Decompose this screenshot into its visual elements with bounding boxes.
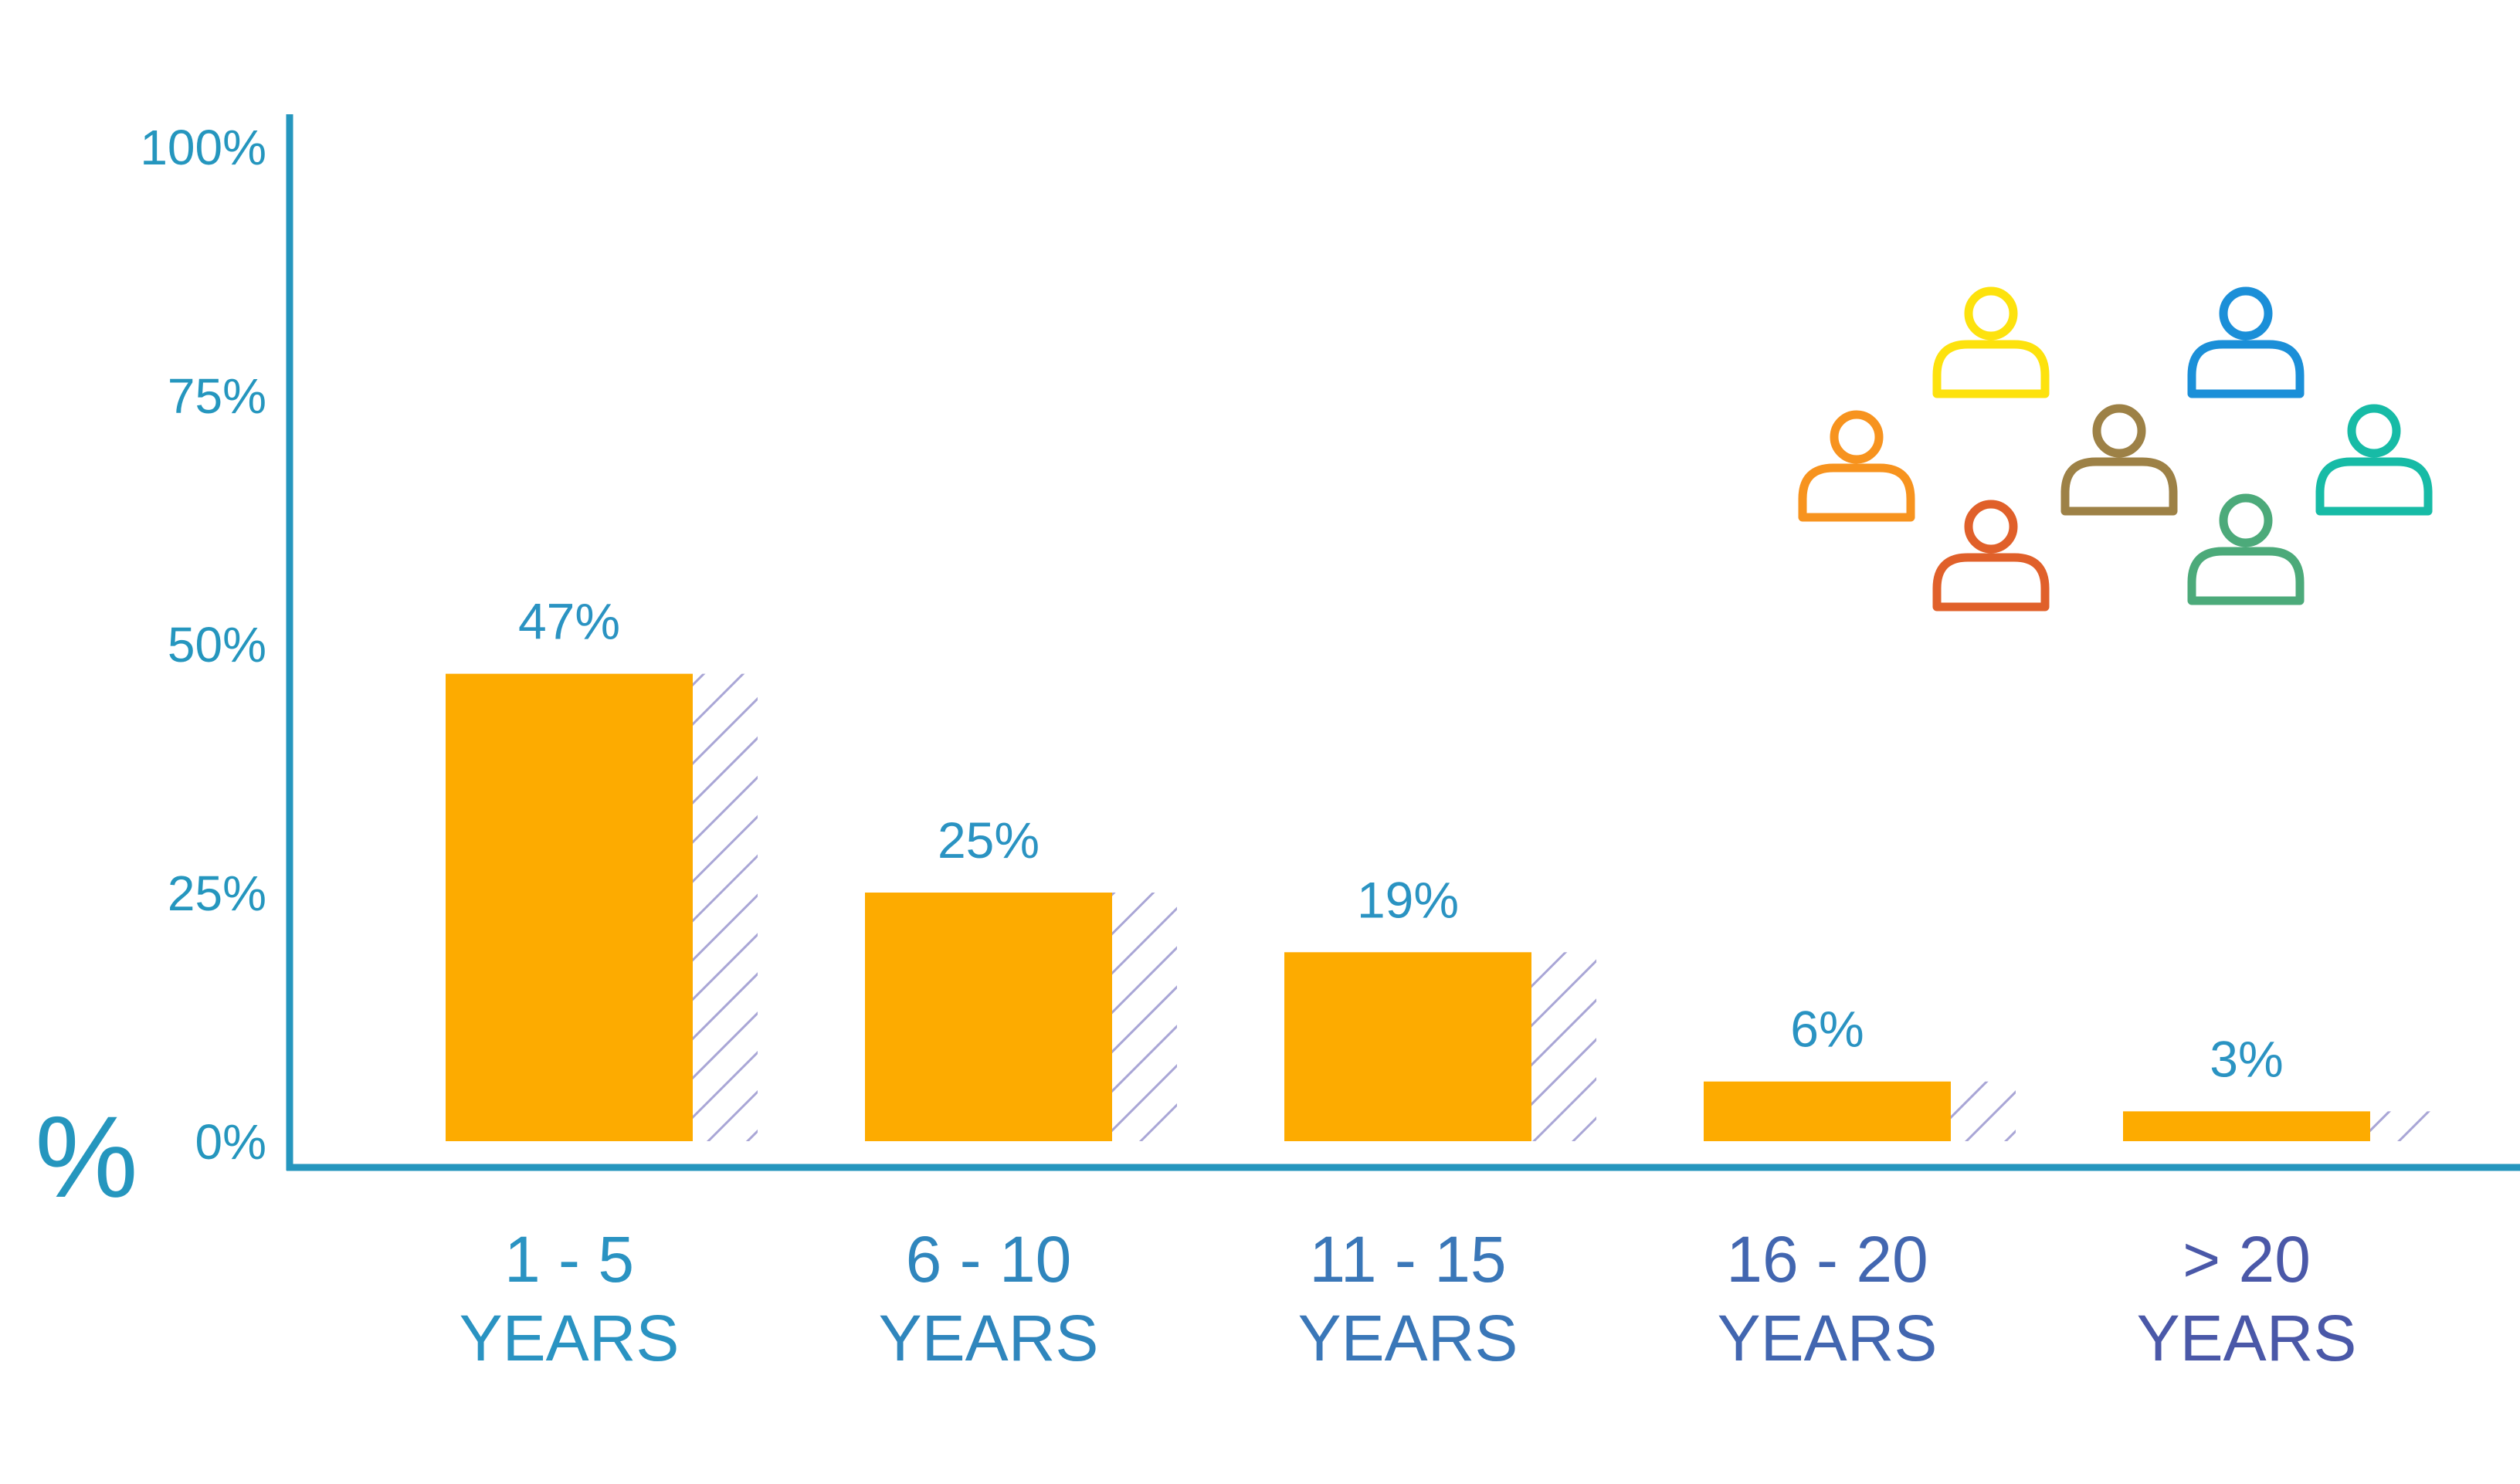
person-icon: [1798, 410, 1915, 522]
x-category-label-unit: YEARS: [879, 1302, 1099, 1374]
value-label: 19%: [1357, 871, 1459, 928]
person-icon: [2060, 404, 2178, 516]
bar-shadow-hatch: [2370, 1111, 2435, 1141]
bar-shadow-hatch: [1951, 1081, 2016, 1141]
x-category-label-range: 11 - 15: [1309, 1223, 1506, 1296]
bar: [1704, 1081, 1951, 1141]
bar-shadow-hatch: [1112, 893, 1177, 1141]
person-icon: [1932, 500, 2050, 612]
y-tick-label: 100%: [140, 120, 266, 175]
person-icon: [2187, 493, 2305, 605]
x-category-label-unit: YEARS: [460, 1302, 680, 1374]
y-tick-label: 75%: [168, 368, 266, 424]
value-label: 47%: [518, 593, 620, 650]
bars: [446, 673, 2435, 1141]
y-tick-labels: 0% 25% 50% 75% 100%: [140, 120, 266, 1170]
bar: [446, 673, 693, 1141]
x-category-label-range: 16 - 20: [1726, 1223, 1928, 1296]
value-label: 6%: [1790, 1001, 1864, 1058]
bar: [2123, 1111, 2370, 1141]
value-label: 25%: [938, 811, 1040, 869]
value-label: 3%: [2210, 1030, 2283, 1087]
person-icon: [2187, 286, 2305, 398]
y-tick-label: 25%: [168, 866, 266, 921]
person-icon: [1932, 286, 2050, 398]
people-icons: [1798, 286, 2433, 612]
bar: [1284, 952, 1531, 1141]
x-category-label-unit: YEARS: [2137, 1302, 2357, 1374]
x-category-label-range: 6 - 10: [906, 1223, 1072, 1296]
x-category-label-range: 1 - 5: [504, 1223, 634, 1296]
bar-shadow-hatch: [1531, 952, 1596, 1141]
y-tick-label: 0%: [195, 1114, 267, 1170]
x-category-label-unit: YEARS: [1298, 1302, 1518, 1374]
bar-shadow-hatch: [693, 673, 758, 1141]
unit-label: %: [35, 1092, 137, 1221]
bar: [865, 893, 1112, 1141]
x-category-label-unit: YEARS: [1718, 1302, 1938, 1374]
value-labels: 47% 25% 19% 6% 3%: [518, 593, 2284, 1088]
y-tick-label: 50%: [168, 617, 266, 673]
person-icon: [2315, 404, 2433, 516]
x-category-label-range: > 20: [2183, 1223, 2311, 1296]
